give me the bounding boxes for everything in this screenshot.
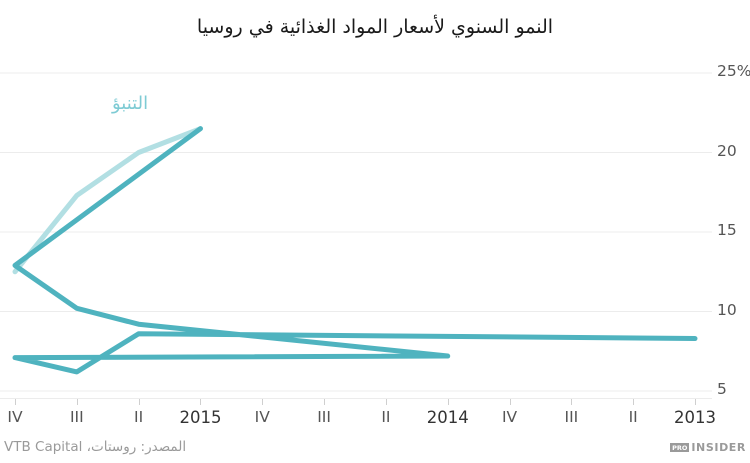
x-axis-tick-mark <box>695 398 696 405</box>
forecast-series-line <box>12 126 203 275</box>
chart-gridlines <box>0 72 712 392</box>
y-axis-tick-label: 15 <box>717 221 737 239</box>
y-axis-tick-label: 10 <box>717 300 737 319</box>
chart-plot-area: 25% 20 15 10 5 <box>0 60 750 405</box>
x-axis-tick-mark <box>385 398 387 405</box>
x-axis-tick-mark <box>138 398 140 405</box>
x-axis-tick-label: II <box>628 408 638 426</box>
x-axis-tick-label: 2013 <box>674 408 716 427</box>
actual-series-line <box>12 126 698 375</box>
page-title: النمو السنوي لأسعار المواد الغذائية في ر… <box>196 16 554 38</box>
insider-pro-logo: INSIDER PRO <box>670 441 746 454</box>
source-note: المصدر: روستات، VTB Capital <box>4 439 187 455</box>
x-axis-tick-label: II <box>381 408 391 426</box>
logo-pro-badge: PRO <box>670 443 690 452</box>
chart-series-layer <box>12 126 698 375</box>
x-axis-tick-mark <box>76 398 78 405</box>
x-axis-tick-label: III <box>317 408 331 426</box>
logo-wordmark: INSIDER <box>691 441 746 454</box>
x-axis-tick-mark <box>324 398 326 405</box>
forecast-annotation-label: التنبؤ <box>112 93 149 114</box>
y-axis-tick-label: 20 <box>717 141 737 160</box>
x-axis-tick-mark <box>15 398 16 405</box>
x-axis-tick-mark <box>262 398 264 405</box>
x-axis-tick-label: III <box>564 408 579 426</box>
x-axis-tick-label: III <box>69 408 84 426</box>
x-axis-tick-mark <box>509 398 511 405</box>
x-axis-tick-mark <box>571 398 573 405</box>
y-axis-tick-label: 5 <box>717 380 727 398</box>
x-axis: IV III II 2015 IV III II 2014 IV III II 2013 <box>0 398 750 438</box>
x-axis-tick-mark <box>633 398 635 405</box>
x-axis-tick-label: 2015 <box>179 408 222 427</box>
x-axis-tick-label: II <box>134 408 144 426</box>
x-axis-tick-label: IV <box>254 408 270 426</box>
y-axis-tick-label: 25% <box>717 62 750 80</box>
x-axis-baseline <box>0 398 712 399</box>
x-axis-tick-mark <box>200 398 202 405</box>
x-axis-tick-label: 2014 <box>426 408 469 427</box>
x-axis-tick-mark <box>447 398 449 405</box>
x-axis-tick-label: IV <box>7 408 23 426</box>
x-axis-tick-label: IV <box>501 408 518 426</box>
